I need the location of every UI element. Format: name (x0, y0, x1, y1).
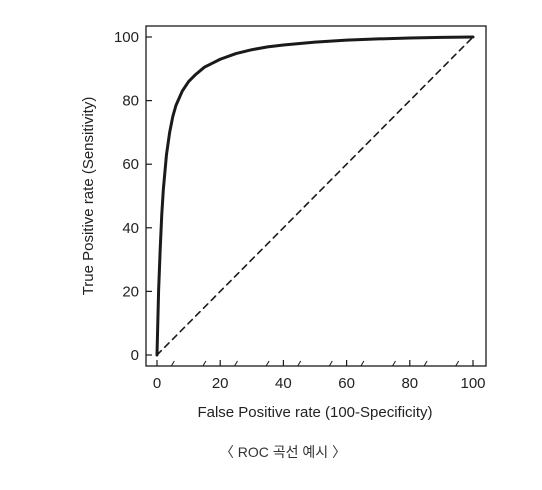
y-tick-label: 80 (122, 93, 139, 110)
x-minor-tick-mark (234, 360, 238, 367)
plot-frame (145, 25, 487, 367)
figure-caption: 〈 ROC 곡선 예시 〉 (220, 444, 346, 460)
roc-curve-line (155, 35, 475, 357)
x-minor-tick-mark (170, 360, 175, 367)
x-minor-tick-mark (265, 360, 270, 367)
x-axis-ticks: 0 20 40 60 80 100 (153, 360, 486, 392)
x-minor-tick-mark (360, 360, 365, 367)
x-tick-label: 60 (338, 375, 355, 392)
x-tick-label: 0 (153, 375, 161, 392)
y-tick-label: 60 (122, 156, 139, 173)
x-tick-label: 40 (275, 375, 292, 392)
y-tick-label: 0 (131, 347, 139, 364)
series-layer (155, 35, 475, 357)
x-minor-tick-mark (202, 360, 207, 367)
y-tick-label: 20 (122, 283, 139, 300)
x-minor-tick-mark (297, 360, 302, 367)
reference-diagonal-line (156, 36, 474, 356)
y-axis-label: True Positive rate (Sensitivity) (80, 97, 97, 296)
x-tick-label: 20 (212, 375, 229, 392)
x-minor-tick-mark (423, 360, 428, 367)
x-minor-ticks (170, 360, 460, 367)
x-axis-label: False Positive rate (100-Specificity) (197, 404, 432, 421)
y-tick-label: 100 (114, 29, 139, 46)
y-tick-label: 40 (122, 220, 139, 237)
x-minor-tick-mark (328, 360, 333, 367)
x-minor-tick-mark (455, 360, 460, 367)
x-minor-tick-mark (392, 360, 396, 367)
y-axis-ticks: 0 20 40 60 80 100 (114, 29, 152, 364)
x-tick-label: 80 (401, 375, 418, 392)
x-tick-label: 100 (460, 375, 485, 392)
